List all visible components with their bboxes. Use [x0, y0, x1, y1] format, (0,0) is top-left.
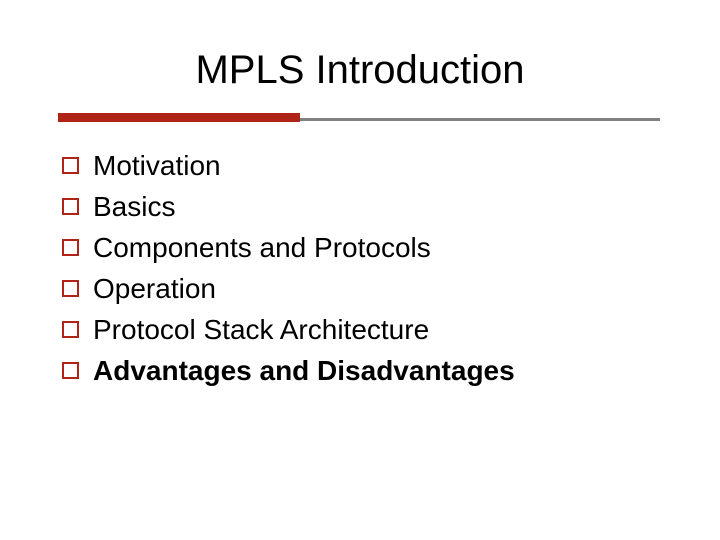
- bullet-list: Motivation Basics Components and Protoco…: [62, 148, 662, 394]
- list-item-label: Advantages and Disadvantages: [93, 353, 515, 388]
- list-item-label: Operation: [93, 271, 216, 306]
- list-item-label: Basics: [93, 189, 175, 224]
- title-underline: [58, 113, 660, 131]
- list-item: Protocol Stack Architecture: [62, 312, 662, 347]
- list-item-label: Protocol Stack Architecture: [93, 312, 429, 347]
- list-item: Components and Protocols: [62, 230, 662, 265]
- underline-red-segment: [58, 113, 300, 122]
- list-item: Motivation: [62, 148, 662, 183]
- square-bullet-icon: [62, 198, 79, 215]
- square-bullet-icon: [62, 362, 79, 379]
- list-item: Advantages and Disadvantages: [62, 353, 662, 388]
- square-bullet-icon: [62, 321, 79, 338]
- list-item-label: Motivation: [93, 148, 221, 183]
- underline-gray-segment: [300, 118, 660, 121]
- list-item: Operation: [62, 271, 662, 306]
- square-bullet-icon: [62, 157, 79, 174]
- square-bullet-icon: [62, 280, 79, 297]
- square-bullet-icon: [62, 239, 79, 256]
- list-item: Basics: [62, 189, 662, 224]
- slide-title: MPLS Introduction: [0, 48, 720, 93]
- list-item-label: Components and Protocols: [93, 230, 431, 265]
- slide: MPLS Introduction Motivation Basics Comp…: [0, 0, 720, 540]
